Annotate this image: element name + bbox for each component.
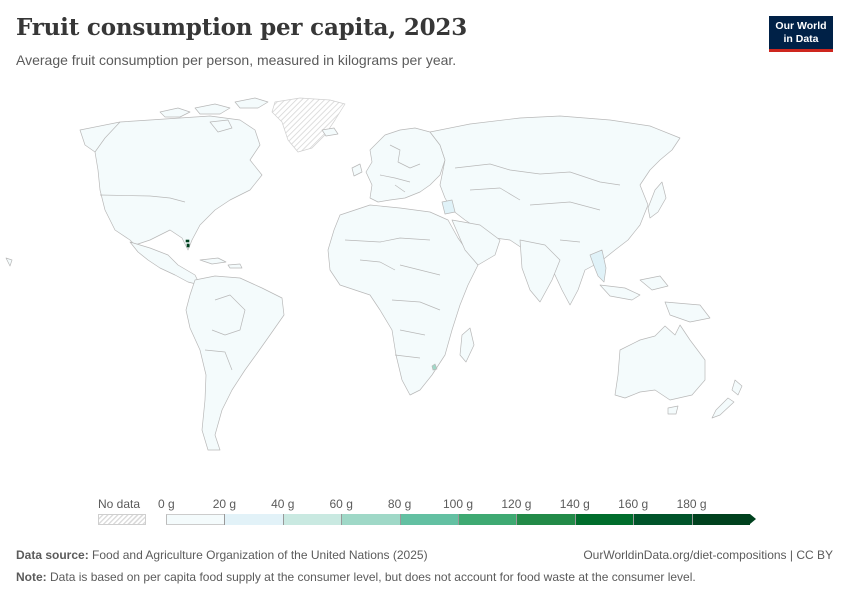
legend-arrow-icon: [749, 514, 756, 524]
chart-title: Fruit consumption per capita, 2023: [16, 14, 468, 41]
legend: No data 0 g 20 g 40 g 60 g 80 g 100 g 12…: [0, 497, 850, 533]
legend-tick-100: 100 g: [442, 497, 474, 511]
legend-bin-120-140[interactable]: [516, 514, 575, 525]
logo-line1: Our World: [775, 20, 827, 32]
region-vietnam-laos: [589, 249, 607, 283]
legend-tick-20: 20 g: [212, 497, 237, 511]
region-south-america: [185, 275, 285, 451]
region-north-america: [79, 115, 263, 251]
legend-tick-160: 160 g: [618, 497, 649, 511]
legend-bin-0-20[interactable]: [166, 514, 225, 525]
data-source-label: Data source:: [16, 548, 89, 562]
region-eswatini: [431, 363, 438, 371]
world-map[interactable]: [0, 90, 850, 470]
legend-bin-20-40[interactable]: [224, 514, 283, 525]
legend-bin-40-60[interactable]: [282, 514, 342, 525]
legend-tick-140: 140 g: [559, 497, 590, 511]
region-syria: [441, 199, 456, 215]
region-africa: [327, 204, 479, 396]
legend-bin-100-120[interactable]: [457, 514, 517, 525]
data-source-line: Data source: Food and Agriculture Organi…: [16, 548, 428, 562]
legend-tick-40: 40 g: [271, 497, 295, 511]
data-source-text: Food and Agriculture Organization of the…: [92, 548, 428, 562]
region-greenland-no-data: [271, 97, 346, 153]
region-bahamas: [185, 239, 190, 248]
region-australia: [614, 324, 706, 401]
region-asia: [429, 115, 681, 306]
legend-tick-80: 80 g: [387, 497, 412, 511]
region-central-america: [129, 241, 201, 286]
chart-subtitle: Average fruit consumption per person, me…: [16, 52, 457, 68]
legend-bin-80-100[interactable]: [399, 514, 458, 525]
legend-bin-160-180[interactable]: [633, 514, 692, 525]
legend-bin-60-80[interactable]: [341, 514, 400, 525]
legend-color-bins: [166, 514, 756, 525]
note-label: Note:: [16, 570, 47, 584]
note-text: Data is based on per capita food supply …: [50, 570, 696, 584]
legend-tick-0: 0 g: [158, 497, 175, 511]
legend-tick-120: 120 g: [501, 497, 532, 511]
owid-logo[interactable]: Our World in Data: [769, 16, 833, 52]
logo-line2: in Data: [783, 33, 819, 45]
legend-bin-180-plus[interactable]: [691, 514, 750, 525]
note-line: Note: Data is based on per capita food s…: [16, 570, 696, 584]
region-europe: [365, 127, 446, 203]
source-link[interactable]: OurWorldinData.org/diet-compositions | C…: [583, 548, 833, 562]
legend-no-data-label: No data: [98, 497, 141, 511]
legend-bin-140-160[interactable]: [574, 514, 634, 525]
legend-no-data-swatch[interactable]: [98, 514, 146, 525]
legend-tick-180: 180 g: [676, 497, 707, 511]
legend-tick-60: 60 g: [329, 497, 353, 511]
